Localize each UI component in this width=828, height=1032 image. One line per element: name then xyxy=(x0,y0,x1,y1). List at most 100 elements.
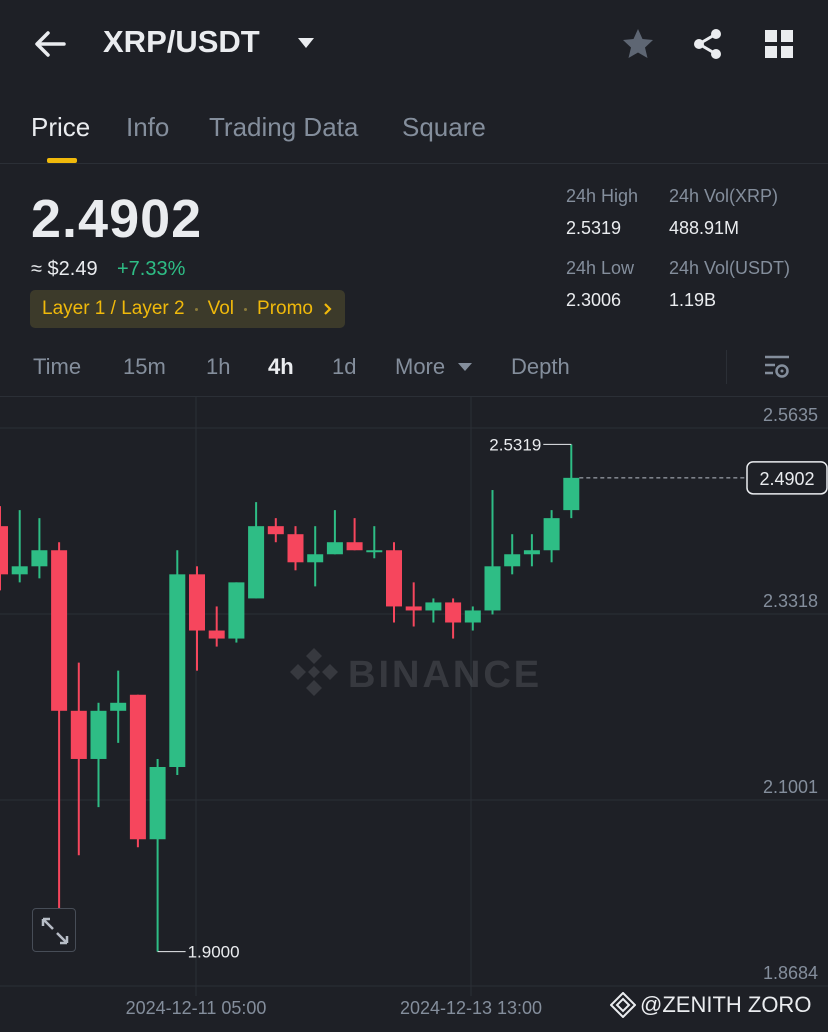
chart-settings-icon[interactable] xyxy=(762,352,792,382)
fullscreen-button[interactable] xyxy=(32,908,76,952)
tag-separator xyxy=(194,307,198,311)
binance-diamond-icon xyxy=(610,992,636,1018)
candle xyxy=(31,518,48,579)
tag-promo[interactable]: Promo xyxy=(257,298,313,319)
candle-body xyxy=(563,477,580,511)
top-bar: XRP/USDT xyxy=(0,0,828,90)
candle xyxy=(149,758,166,952)
candle-body xyxy=(346,542,363,551)
candle xyxy=(208,606,225,647)
candle xyxy=(70,662,87,856)
candle xyxy=(90,702,107,808)
candles xyxy=(0,444,580,952)
candle-body xyxy=(405,606,422,611)
tab-price[interactable]: Price xyxy=(31,112,91,142)
candle xyxy=(110,670,127,743)
candle xyxy=(228,582,245,643)
expand-icon xyxy=(41,917,69,945)
stat-24h-vol-usdt-label: 24h Vol(USDT) xyxy=(669,258,791,278)
y-tick-label: 2.1001 xyxy=(763,777,818,797)
high-marker-label: 2.5319 xyxy=(489,435,541,454)
interval-more[interactable]: More xyxy=(395,354,446,379)
chart-grid xyxy=(0,396,828,996)
candle xyxy=(0,506,8,591)
stat-24h-low-value: 2.3006 xyxy=(566,290,622,310)
candle-body xyxy=(129,694,146,840)
candle xyxy=(326,510,343,555)
y-axis-labels: 2.5635 2.3318 2.1001 1.8684 xyxy=(763,405,818,983)
interval-1d[interactable]: 1d xyxy=(332,354,357,379)
interval-4h[interactable]: 4h xyxy=(268,354,294,379)
candle-body xyxy=(504,554,521,567)
share-icon[interactable] xyxy=(690,26,726,62)
candle xyxy=(287,526,304,571)
y-tick-label: 2.3318 xyxy=(763,591,818,611)
star-icon[interactable] xyxy=(620,26,656,62)
chevron-right-icon xyxy=(324,303,332,315)
candle-body xyxy=(169,574,186,767)
candle xyxy=(386,542,402,623)
binance-watermark: BINANCE xyxy=(290,648,539,696)
interval-1h[interactable]: 1h xyxy=(206,354,231,379)
candle-body xyxy=(445,602,462,623)
candle xyxy=(307,526,324,587)
candle-body xyxy=(31,550,48,567)
tag-bar[interactable]: Layer 1 / Layer 2 Vol Promo xyxy=(30,290,345,328)
candle-body xyxy=(189,574,205,631)
grid-icon[interactable] xyxy=(762,26,798,62)
divider xyxy=(0,396,828,397)
interval-depth[interactable]: Depth xyxy=(511,354,570,379)
tab-info[interactable]: Info xyxy=(126,112,170,142)
candle xyxy=(346,518,363,551)
interval-15m[interactable]: 15m xyxy=(123,354,166,379)
tag-vol[interactable]: Vol xyxy=(207,298,235,319)
credit-watermark: @ZENITH ZORO xyxy=(610,992,811,1018)
tab-trading-data[interactable]: Trading Data xyxy=(209,112,359,142)
last-price: 2.4902 xyxy=(31,189,203,249)
stat-24h-vol-xrp-label: 24h Vol(XRP) xyxy=(669,186,779,206)
candle xyxy=(129,694,146,848)
candle-body xyxy=(11,566,28,575)
y-tick-label: 1.8684 xyxy=(763,963,818,983)
tag-layer[interactable]: Layer 1 / Layer 2 xyxy=(42,298,185,319)
candle xyxy=(169,550,186,776)
candle xyxy=(248,502,265,599)
candle xyxy=(405,582,422,627)
candle xyxy=(11,510,28,583)
candle-body xyxy=(425,602,442,611)
chevron-down-icon[interactable] xyxy=(457,362,473,372)
low-marker-label: 1.9000 xyxy=(188,943,240,962)
stat-24h-high-label: 24h High xyxy=(566,186,639,206)
tab-square[interactable]: Square xyxy=(402,112,486,142)
candle xyxy=(267,518,284,543)
candle-body xyxy=(267,526,284,535)
candle-body xyxy=(543,518,560,551)
candle-body xyxy=(228,582,245,639)
back-arrow-icon[interactable] xyxy=(30,26,70,62)
candle-body xyxy=(326,542,343,555)
candle-body xyxy=(386,550,402,607)
candle xyxy=(366,526,383,559)
candle-body xyxy=(70,710,87,759)
candle-body xyxy=(523,550,540,555)
price-change-percent: +7.33% xyxy=(117,258,186,280)
candle-body xyxy=(307,554,324,563)
candle xyxy=(464,606,481,631)
stat-24h-vol-xrp-value: 488.91M xyxy=(669,218,740,238)
candle xyxy=(523,534,540,567)
y-tick-label: 2.5635 xyxy=(763,405,818,425)
candle-body xyxy=(110,702,127,711)
candle xyxy=(504,534,521,575)
candle-body xyxy=(366,550,383,553)
x-tick-label: 2024-12-13 13:00 xyxy=(400,998,542,1018)
candle-body xyxy=(51,550,68,711)
candle xyxy=(189,566,205,671)
pair-title[interactable]: XRP/USDT xyxy=(103,24,260,59)
chevron-down-icon[interactable] xyxy=(296,36,316,50)
candle-body xyxy=(90,710,107,759)
interval-time[interactable]: Time xyxy=(33,354,82,379)
last-price-tag xyxy=(746,461,828,495)
candle xyxy=(484,490,501,615)
x-tick-label: 2024-12-11 05:00 xyxy=(126,998,267,1018)
